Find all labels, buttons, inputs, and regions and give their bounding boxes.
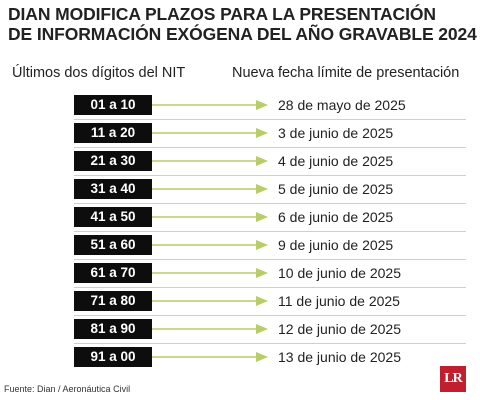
nit-range-badge: 31 a 40: [74, 179, 152, 199]
table-row: 81 a 90 12 de junio de 2025: [0, 316, 480, 344]
table-row: 71 a 80 11 de junio de 2025: [0, 288, 480, 316]
deadline-date: 13 de junio de 2025: [278, 349, 401, 365]
arrow-right-icon: [152, 184, 268, 194]
arrow-right-icon: [152, 128, 268, 138]
nit-range-badge: 21 a 30: [74, 151, 152, 171]
nit-range-badge: 41 a 50: [74, 207, 152, 227]
arrow-right-icon: [152, 156, 268, 166]
nit-range-badge: 61 a 70: [74, 263, 152, 283]
table-row: 41 a 50 6 de junio de 2025: [0, 204, 480, 232]
table-row: 11 a 20 3 de junio de 2025: [0, 120, 480, 148]
row-divider: [74, 175, 466, 176]
row-divider: [74, 147, 466, 148]
deadline-date: 11 de junio de 2025: [278, 293, 400, 309]
table-row: 61 a 70 10 de junio de 2025: [0, 260, 480, 288]
column-header-date: Nueva fecha límite de presentación: [232, 65, 460, 81]
arrow-right-icon: [152, 240, 268, 250]
row-divider: [74, 203, 466, 204]
deadline-date: 12 de junio de 2025: [278, 321, 401, 337]
nit-range-badge: 01 a 10: [74, 95, 152, 115]
row-divider: [74, 343, 466, 344]
row-divider: [74, 119, 466, 120]
title-line-1: DIAN MODIFICA PLAZOS PARA LA PRESENTACIÓ…: [8, 4, 436, 24]
deadline-date: 6 de junio de 2025: [278, 209, 394, 225]
page-title: DIAN MODIFICA PLAZOS PARA LA PRESENTACIÓ…: [8, 4, 477, 44]
title-line-2: DE INFORMACIÓN EXÓGENA DEL AÑO GRAVABLE …: [8, 24, 477, 44]
table-row: 51 a 60 9 de junio de 2025: [0, 232, 480, 260]
deadline-date: 28 de mayo de 2025: [278, 97, 406, 113]
table-row: 01 a 10 28 de mayo de 2025: [0, 92, 480, 120]
row-divider: [74, 287, 466, 288]
nit-range-badge: 71 a 80: [74, 291, 152, 311]
table-row: 31 a 40 5 de junio de 2025: [0, 176, 480, 204]
nit-range-badge: 91 a 00: [74, 347, 152, 367]
row-divider: [74, 315, 466, 316]
nit-range-badge: 81 a 90: [74, 319, 152, 339]
arrow-right-icon: [152, 268, 268, 278]
deadline-date: 10 de junio de 2025: [278, 265, 401, 281]
arrow-right-icon: [152, 352, 268, 362]
arrow-right-icon: [152, 296, 268, 306]
deadline-date: 3 de junio de 2025: [278, 125, 394, 141]
nit-range-badge: 51 a 60: [74, 235, 152, 255]
column-header-nit: Últimos dos dígitos del NIT: [12, 65, 186, 81]
deadline-date: 9 de junio de 2025: [278, 237, 394, 253]
arrow-right-icon: [152, 324, 268, 334]
table-row: 21 a 30 4 de junio de 2025: [0, 148, 480, 176]
deadline-date: 4 de junio de 2025: [278, 153, 394, 169]
table-row: 91 a 00 13 de junio de 2025: [0, 344, 480, 372]
nit-range-badge: 11 a 20: [74, 123, 152, 143]
row-divider: [74, 231, 466, 232]
source-note: Fuente: Dian / Aeronáutica Civil: [4, 384, 131, 394]
lr-logo: LR: [440, 366, 466, 392]
row-divider: [74, 259, 466, 260]
deadline-date: 5 de junio de 2025: [278, 181, 394, 197]
arrow-right-icon: [152, 212, 268, 222]
arrow-right-icon: [152, 100, 268, 110]
